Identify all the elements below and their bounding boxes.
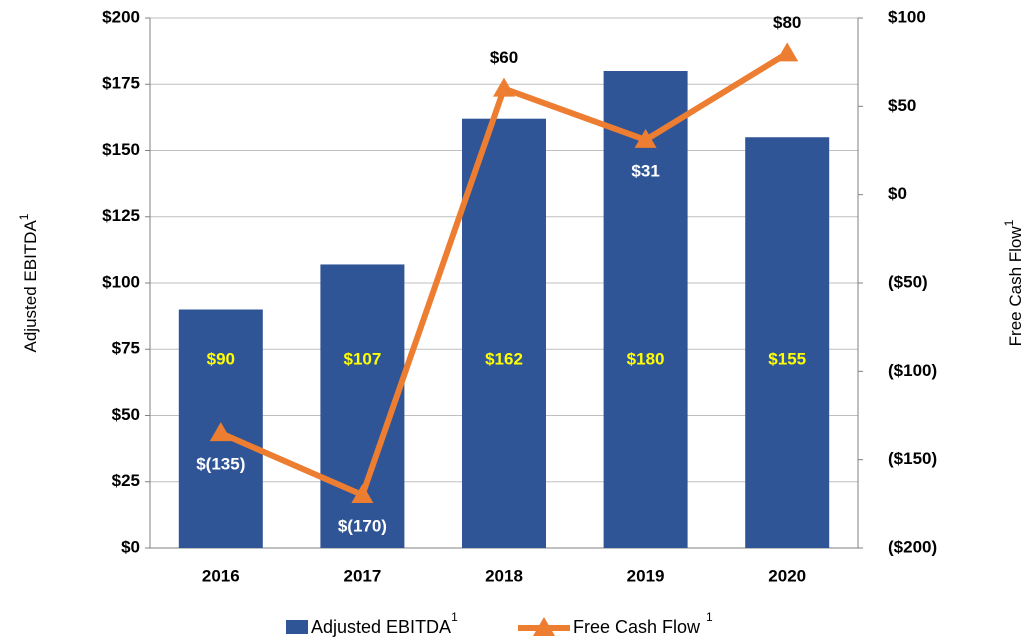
y2-label-text: Free Cash Flow <box>1006 226 1025 347</box>
y-axis-label: Adjusted EBITDA1 <box>17 213 40 352</box>
bar-value-label: $155 <box>768 349 806 368</box>
x-tick-label: 2018 <box>485 566 523 585</box>
line-value-label: $(170) <box>338 516 387 535</box>
y2-tick-label: ($50) <box>888 272 928 291</box>
legend-name: Free Cash Flow <box>573 617 701 637</box>
y-tick-label: $125 <box>102 206 140 225</box>
bar <box>462 118 546 548</box>
line-marker <box>493 77 515 97</box>
legend-name: Adjusted EBITDA <box>311 617 451 637</box>
bar-value-label: $90 <box>207 349 235 368</box>
line-value-label: $(135) <box>196 455 245 474</box>
bar-value-label: $162 <box>485 349 523 368</box>
y-tick-label: $150 <box>102 140 140 159</box>
y-tick-label: $25 <box>112 471 140 490</box>
y-tick-label: $200 <box>102 7 140 26</box>
y-tick-label: $100 <box>102 272 140 291</box>
y-label-text: Adjusted EBITDA <box>21 220 40 353</box>
bar-value-label: $180 <box>627 349 665 368</box>
x-tick-label: 2019 <box>627 566 665 585</box>
line-marker <box>776 42 799 62</box>
x-tick-label: 2016 <box>202 566 240 585</box>
bar-value-label: $107 <box>343 349 381 368</box>
x-tick-label: 2020 <box>768 566 806 585</box>
legend-swatch <box>286 620 308 634</box>
legend: Adjusted EBITDA1 Free Cash Flow 1 <box>286 610 713 637</box>
y-label-note: 1 <box>17 213 31 220</box>
y2-tick-label: $50 <box>888 96 916 115</box>
y2-tick-label: $0 <box>888 184 907 203</box>
y2-label-note: 1 <box>1002 219 1016 226</box>
bar <box>603 71 688 548</box>
y-tick-label: $75 <box>112 339 140 358</box>
legend-note: 1 <box>706 610 713 624</box>
legend-entry: Adjusted EBITDA1 <box>311 610 458 637</box>
legend-note: 1 <box>451 610 458 624</box>
y2-tick-label: $100 <box>888 7 926 26</box>
y2-tick-label: ($200) <box>888 537 937 556</box>
line-value-label: $31 <box>631 161 659 180</box>
y2-tick-label: ($150) <box>888 449 937 468</box>
y2-tick-label: ($100) <box>888 361 937 380</box>
line-marker <box>634 128 657 148</box>
line-marker <box>209 422 232 442</box>
y-tick-label: $50 <box>112 405 140 424</box>
line-value-label: $80 <box>773 13 801 32</box>
line-value-label: $60 <box>490 48 518 67</box>
x-tick-label: 2017 <box>343 566 381 585</box>
legend-marker <box>533 617 555 636</box>
line-marker <box>351 484 374 503</box>
y2-axis-label: Free Cash Flow1 <box>1002 219 1025 346</box>
legend-entry: Free Cash Flow 1 <box>573 610 713 637</box>
y-tick-label: $175 <box>102 74 140 93</box>
bar <box>745 137 830 548</box>
y-tick-label: $0 <box>121 537 140 556</box>
